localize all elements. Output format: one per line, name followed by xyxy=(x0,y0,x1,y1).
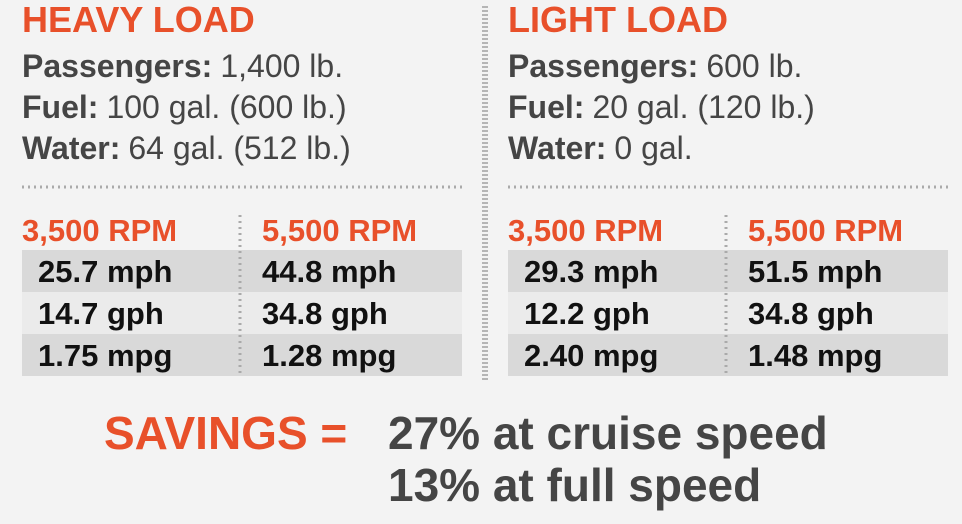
table-cell: 29.3 mph xyxy=(524,254,658,289)
table-cell: 51.5 mph xyxy=(748,254,882,289)
spec-value: 100 gal. (600 lb.) xyxy=(106,89,346,125)
table-row-bg xyxy=(22,334,462,376)
spec-value: 600 lb. xyxy=(706,48,802,84)
spec-label: Water: xyxy=(22,130,120,166)
spec-line: Passengers: 600 lb. xyxy=(508,48,802,84)
spec-line: Fuel: 100 gal. (600 lb.) xyxy=(22,89,347,125)
rpm-header: 3,500 RPM xyxy=(508,213,663,248)
spec-line: Water: 0 gal. xyxy=(508,130,693,166)
table-cell: 25.7 mph xyxy=(38,254,172,289)
spec-value: 20 gal. (120 lb.) xyxy=(592,89,814,125)
savings-label: SAVINGS = xyxy=(104,407,347,459)
panel-title: HEAVY LOAD xyxy=(22,0,255,40)
spec-line: Fuel: 20 gal. (120 lb.) xyxy=(508,89,815,125)
table-cell: 1.48 mpg xyxy=(748,338,882,373)
spec-label: Passengers: xyxy=(508,48,698,84)
rpm-header: 5,500 RPM xyxy=(262,213,417,248)
table-cell: 1.75 mpg xyxy=(38,338,172,373)
rpm-header: 3,500 RPM xyxy=(22,213,177,248)
table-cell: 1.28 mpg xyxy=(262,338,396,373)
spec-label: Water: xyxy=(508,130,606,166)
savings-line: 27% at cruise speed xyxy=(388,407,828,459)
spec-value: 64 gal. (512 lb.) xyxy=(128,130,350,166)
rpm-header: 5,500 RPM xyxy=(748,213,903,248)
spec-label: Passengers: xyxy=(22,48,212,84)
table-row-bg xyxy=(22,250,462,292)
spec-value: 0 gal. xyxy=(614,130,692,166)
panel-title: LIGHT LOAD xyxy=(508,0,728,40)
spec-value: 1,400 lb. xyxy=(220,48,343,84)
spec-label: Fuel: xyxy=(508,89,584,125)
spec-label: Fuel: xyxy=(22,89,98,125)
table-cell: 12.2 gph xyxy=(524,296,650,331)
table-row-bg xyxy=(508,250,948,292)
spec-line: Water: 64 gal. (512 lb.) xyxy=(22,130,351,166)
table-row-bg xyxy=(508,292,948,334)
spec-line: Passengers: 1,400 lb. xyxy=(22,48,343,84)
table-cell: 2.40 mpg xyxy=(524,338,658,373)
table-cell: 34.8 gph xyxy=(748,296,874,331)
table-cell: 44.8 mph xyxy=(262,254,396,289)
table-cell: 14.7 gph xyxy=(38,296,164,331)
table-cell: 34.8 gph xyxy=(262,296,388,331)
savings-line: 13% at full speed xyxy=(388,459,761,511)
table-row-bg xyxy=(508,334,948,376)
table-row-bg xyxy=(22,292,462,334)
